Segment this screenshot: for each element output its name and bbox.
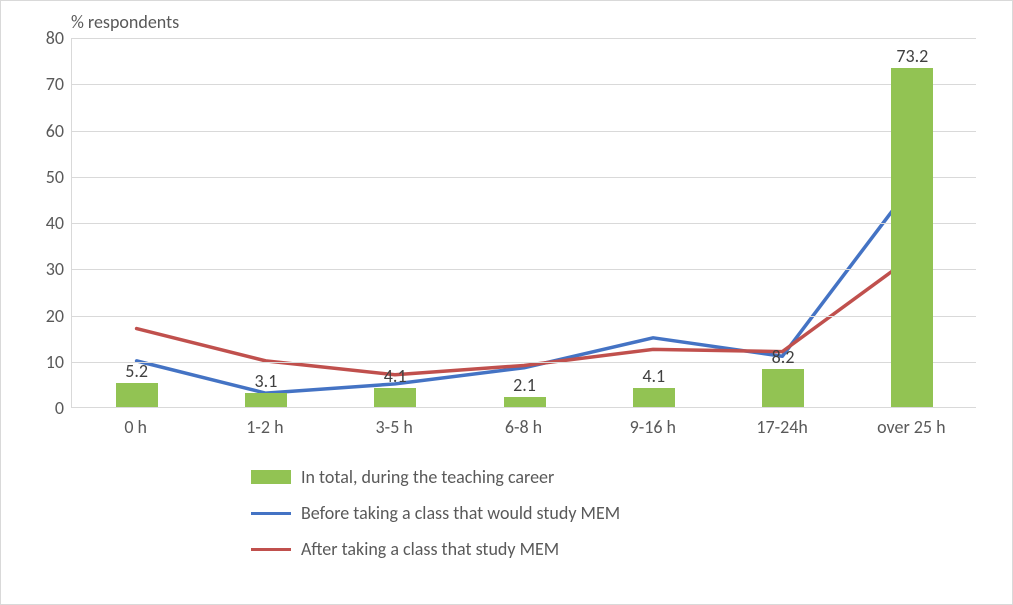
legend: In total, during the teaching career Bef…: [251, 466, 781, 574]
legend-label: In total, during the teaching career: [301, 466, 554, 488]
bar-data-label: 8.2: [772, 346, 795, 368]
y-tick-label: 10: [46, 351, 64, 373]
y-tick-label: 40: [46, 212, 64, 234]
y-tick-label: 70: [46, 73, 64, 95]
legend-label: Before taking a class that would study M…: [301, 502, 620, 524]
legend-swatch-line-before: [251, 512, 291, 515]
x-tick-label: 6-8 h: [505, 416, 542, 438]
x-tick-label: 3-5 h: [376, 416, 413, 438]
legend-label: After taking a class that study MEM: [301, 538, 559, 560]
gridline: [72, 131, 976, 132]
bar-data-label: 5.2: [125, 360, 148, 382]
legend-item-line-before: Before taking a class that would study M…: [251, 502, 781, 524]
y-tick-label: 60: [46, 120, 64, 142]
bar: [116, 383, 158, 407]
x-tick-label: over 25 h: [877, 416, 945, 438]
x-tick-label: 9-16 h: [630, 416, 676, 438]
legend-swatch-line-after: [251, 548, 291, 551]
x-tick-label: 17-24h: [756, 416, 807, 438]
gridline: [72, 223, 976, 224]
gridline: [72, 269, 976, 270]
bar-data-label: 3.1: [255, 370, 278, 392]
x-tick-label: 0 h: [124, 416, 147, 438]
bar: [374, 388, 416, 407]
bar: [891, 68, 933, 407]
bar-data-label: 73.2: [896, 45, 928, 67]
y-tick-label: 80: [46, 27, 64, 49]
bar: [762, 369, 804, 407]
y-tick-label: 30: [46, 258, 64, 280]
bar-data-label: 2.1: [513, 374, 536, 396]
gridline: [72, 177, 976, 178]
legend-item-line-after: After taking a class that study MEM: [251, 538, 781, 560]
bar: [504, 397, 546, 407]
legend-item-bar: In total, during the teaching career: [251, 466, 781, 488]
legend-swatch-bar: [251, 470, 291, 484]
x-tick-label: 1-2 h: [246, 416, 283, 438]
y-tick-label: 0: [55, 397, 64, 419]
plot-area: 5.2 3.1 4.1 2.1 4.1 8.2 73.2: [71, 38, 976, 408]
bar-data-label: 4.1: [642, 365, 665, 387]
gridline: [72, 38, 976, 39]
bar-data-label: 4.1: [384, 365, 407, 387]
gridline: [72, 316, 976, 317]
gridline: [72, 84, 976, 85]
y-tick-label: 20: [46, 305, 64, 327]
bar: [633, 388, 675, 407]
bar: [245, 393, 287, 407]
gridline: [72, 362, 976, 363]
y-axis-title: % respondents: [71, 11, 179, 33]
y-tick-label: 50: [46, 166, 64, 188]
chart-container: % respondents 5.2 3.1 4.1 2.1 4.1 8.2 73.2 In …: [0, 0, 1013, 605]
